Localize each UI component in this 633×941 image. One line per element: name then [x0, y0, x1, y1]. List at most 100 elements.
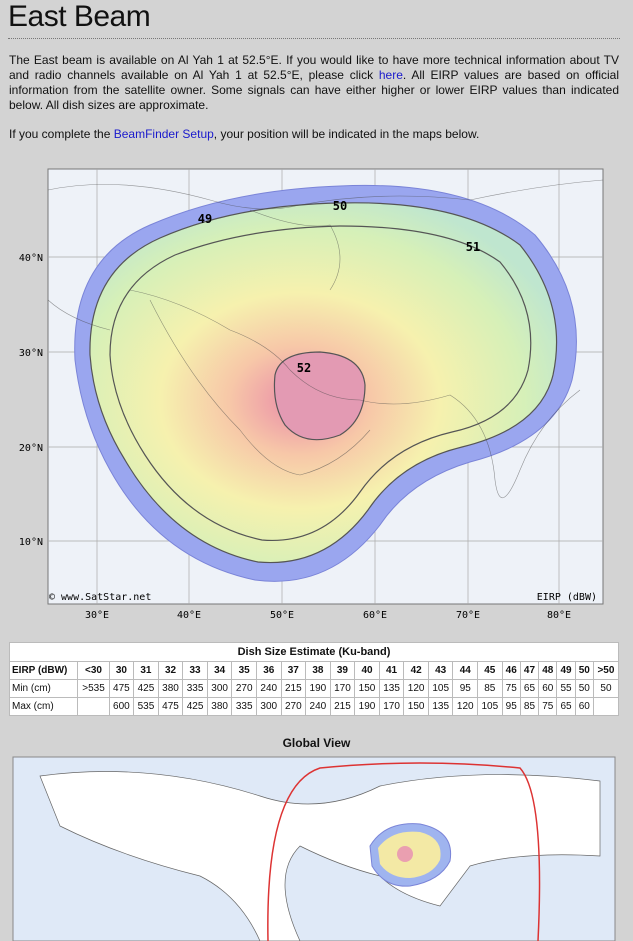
text: The East beam is available on Al Yah 1 a…	[9, 53, 619, 82]
table-cell: 85	[519, 697, 540, 716]
longitude-label: 70°E	[456, 610, 480, 621]
table-cell: 335	[182, 679, 208, 698]
table-cell: 49	[556, 661, 576, 680]
contour-label: 50	[333, 199, 347, 213]
table-cell: 32	[157, 661, 184, 680]
table-cell: 43	[427, 661, 454, 680]
contour-label: 51	[466, 240, 480, 254]
table-cell: 65	[519, 679, 540, 698]
page-title: East Beam	[8, 0, 151, 33]
table-cell: 42	[403, 661, 429, 680]
table-cell: 85	[477, 679, 503, 698]
latitude-label: 30°N	[19, 348, 43, 359]
table-cell: 45	[477, 661, 503, 680]
coverage-outline	[267, 762, 541, 941]
table-cell: 105	[427, 679, 454, 698]
beam-map: © www.SatStar.net EIRP (dBW) 49 50 51 52 40°…	[19, 168, 604, 621]
beam-contour	[273, 351, 366, 441]
table-cell: 65	[556, 697, 576, 716]
table-cell: 50	[592, 679, 620, 698]
setup-paragraph: If you complete the BeamFinder Setup, yo…	[9, 127, 619, 142]
table-title: Dish Size Estimate (Ku-band)	[9, 642, 619, 662]
table-cell: 44	[452, 661, 479, 680]
longitude-label: 50°E	[270, 610, 294, 621]
table-cell: 240	[255, 679, 282, 698]
table-cell: 36	[255, 661, 282, 680]
beam-contour	[109, 225, 532, 542]
link[interactable]: here	[378, 68, 403, 82]
table-cell: 34	[206, 661, 233, 680]
table-cell: 95	[452, 679, 479, 698]
text: If you complete the	[9, 127, 114, 141]
table-cell: 60	[574, 697, 594, 716]
table-cell: 40	[354, 661, 380, 680]
text: . All EIRP values are based on official …	[9, 68, 619, 112]
table-cell: 75	[501, 679, 521, 698]
table-row: Max (cm) 600 535 475 425 380 335 300 270 240 215 19…	[8, 697, 620, 716]
contour-label: 52	[297, 361, 311, 375]
table-cell: 50	[574, 679, 594, 698]
link[interactable]: BeamFinder Setup	[113, 127, 214, 141]
table-cell: 46	[501, 661, 521, 680]
contour-label: 49	[198, 212, 212, 226]
longitude-label: 80°E	[547, 610, 571, 621]
table-cell: 535	[133, 697, 159, 716]
table-cell: 39	[329, 661, 356, 680]
text: , your position will be indicated in the…	[213, 127, 480, 141]
table-cell: 600	[108, 697, 135, 716]
table-cell: 120	[403, 679, 429, 698]
table-cell: 190	[354, 697, 380, 716]
table-cell: 300	[255, 697, 282, 716]
table-cell: >50	[592, 661, 620, 680]
table-cell: 120	[452, 697, 479, 716]
table-cell: 30	[108, 661, 135, 680]
table-cell: 31	[133, 661, 159, 680]
table-cell: 60	[538, 679, 558, 698]
beam-footprint	[397, 846, 413, 862]
longitude-label: 60°E	[363, 610, 387, 621]
table-cell: 270	[280, 697, 307, 716]
table-row: EIRP (dBW) <30 30 31 32 33 34 35 36 37 38 39 40 41 42 4…	[8, 661, 620, 680]
table-cell: 475	[157, 697, 184, 716]
row-label: Max (cm)	[8, 697, 79, 716]
latitude-label: 10°N	[19, 537, 43, 548]
longitude-label: 40°E	[177, 610, 201, 621]
table-cell	[77, 697, 110, 716]
table-cell: 95	[501, 697, 521, 716]
row-label: EIRP (dBW)	[8, 661, 79, 680]
table-cell: 380	[206, 697, 233, 716]
table-cell: 48	[538, 661, 558, 680]
section-title: Global View	[282, 736, 351, 750]
global-map	[12, 756, 616, 941]
coastlines	[47, 179, 604, 499]
table-cell: >535	[77, 679, 110, 698]
table-cell: 190	[305, 679, 331, 698]
table-cell: 150	[354, 679, 380, 698]
latitude-label: 20°N	[19, 443, 43, 454]
table-cell: 75	[538, 697, 558, 716]
table-cell: 380	[157, 679, 184, 698]
table-cell: 150	[403, 697, 429, 716]
table-cell: 41	[378, 661, 405, 680]
credit: © www.SatStar.net	[49, 592, 151, 603]
landmass	[39, 771, 601, 941]
table-cell: <30	[77, 661, 110, 680]
table-cell: 50	[574, 661, 594, 680]
longitude-label: 30°E	[85, 610, 109, 621]
table-cell: 33	[182, 661, 208, 680]
table-cell: 55	[556, 679, 576, 698]
table-cell: 135	[378, 679, 405, 698]
table-cell: 135	[427, 697, 454, 716]
table-cell	[592, 697, 620, 716]
table-cell: 240	[305, 697, 331, 716]
table-title-row: Dish Size Estimate (Ku-band)	[9, 642, 619, 662]
divider	[8, 38, 620, 39]
latitude-label: 40°N	[19, 253, 43, 264]
table-cell: 335	[231, 697, 257, 716]
table-cell: 215	[329, 697, 356, 716]
table-cell: 170	[378, 697, 405, 716]
dish-size-table: Dish Size Estimate (Ku-band) EIRP (dBW) <3…	[8, 642, 620, 716]
row-label: Min (cm)	[8, 679, 79, 698]
table-cell: 38	[305, 661, 331, 680]
